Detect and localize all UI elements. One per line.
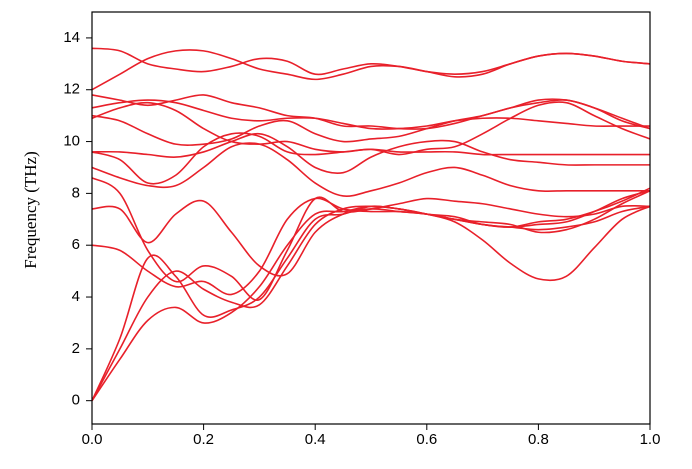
band-line <box>91 142 650 198</box>
plot-frame <box>91 11 651 425</box>
band-line <box>91 101 651 156</box>
band-line <box>91 99 651 146</box>
x-tick-label: 1.0 <box>640 431 661 448</box>
x-tick-label: 0.4 <box>305 431 326 448</box>
x-tick-label: 0.2 <box>193 431 214 448</box>
y-tick-label: 4 <box>72 288 80 305</box>
y-tick-label: 14 <box>63 29 80 46</box>
band-line <box>91 187 651 296</box>
band-line <box>91 205 651 402</box>
band-line <box>91 177 651 301</box>
y-tick-label: 8 <box>72 184 80 201</box>
y-axis-label: Frequency (THz) <box>21 151 40 269</box>
y-tick-label: 6 <box>72 236 80 253</box>
band-line <box>91 94 651 130</box>
band-line <box>91 47 651 76</box>
band-line <box>91 205 651 402</box>
y-tick-label: 10 <box>63 133 80 150</box>
y-tick-label: 12 <box>63 81 80 98</box>
y-tick-label: 2 <box>72 340 80 357</box>
band-line <box>91 99 650 130</box>
band-line <box>91 132 650 174</box>
x-tick-label: 0.8 <box>528 431 549 448</box>
band-line <box>91 132 650 185</box>
band-line <box>91 49 651 91</box>
band-line <box>91 190 651 402</box>
x-tick-label: 0.6 <box>416 431 437 448</box>
y-tick-label: 0 <box>72 392 80 409</box>
x-tick-label: 0.0 <box>82 431 103 448</box>
band-line <box>91 190 651 277</box>
